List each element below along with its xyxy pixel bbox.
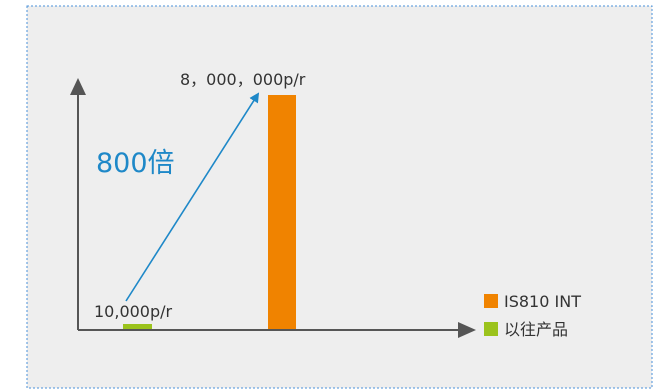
- data-label-is810: 8，000，000p/r: [180, 70, 306, 89]
- y-axis-arrow-icon: [70, 78, 86, 95]
- annotation-multiplier: 800倍: [96, 148, 175, 179]
- x-axis-arrow-icon: [458, 322, 476, 338]
- bar-is810-int: [268, 95, 296, 329]
- legend-swatch-is810: [484, 294, 498, 308]
- legend-label-previous: 以往产品: [504, 320, 568, 339]
- bars-group: [123, 95, 296, 329]
- data-label-previous: 10,000p/r: [94, 302, 173, 321]
- bar-previous-product: [123, 324, 152, 329]
- legend-swatch-previous: [484, 322, 498, 336]
- legend-label-is810: IS810 INT: [504, 292, 581, 311]
- growth-arrow: [125, 92, 260, 302]
